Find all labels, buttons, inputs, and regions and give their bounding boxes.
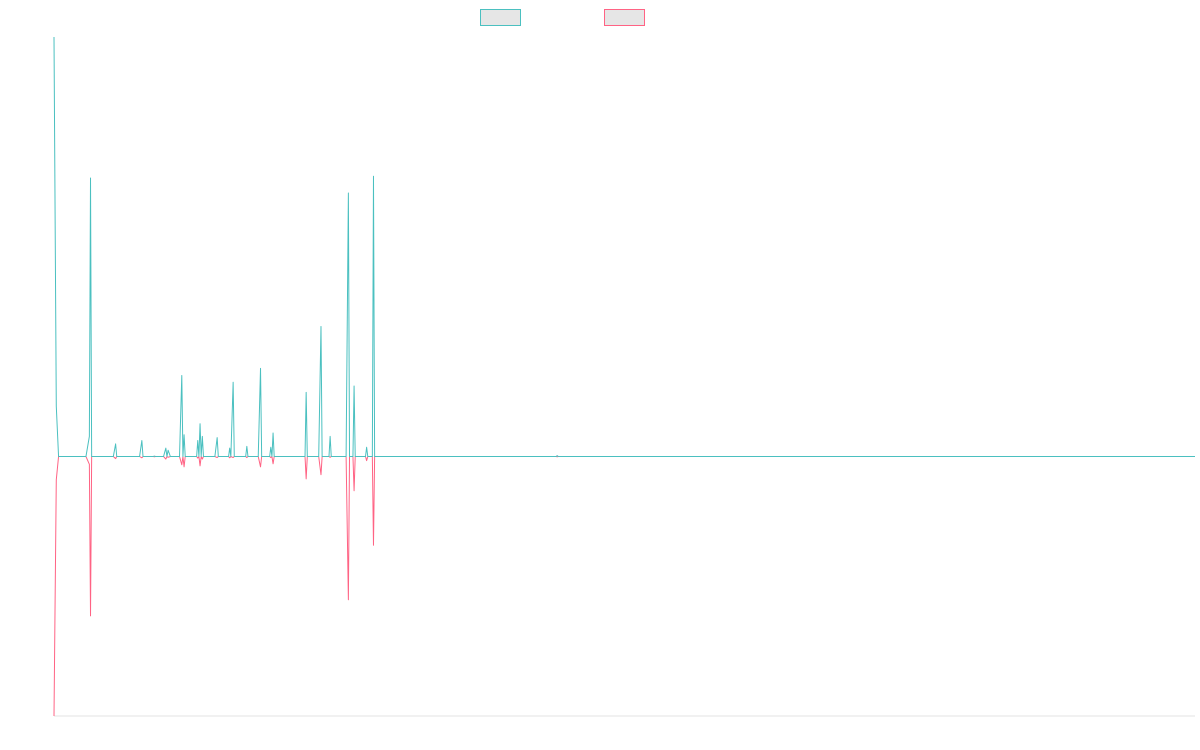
legend — [480, 9, 645, 26]
legend-swatch-1[interactable] — [480, 9, 521, 26]
series-line-2 — [53, 456, 1195, 717]
series-layer — [53, 36, 1195, 717]
legend-swatch-2[interactable] — [604, 9, 645, 26]
series-line-1 — [53, 36, 1195, 457]
